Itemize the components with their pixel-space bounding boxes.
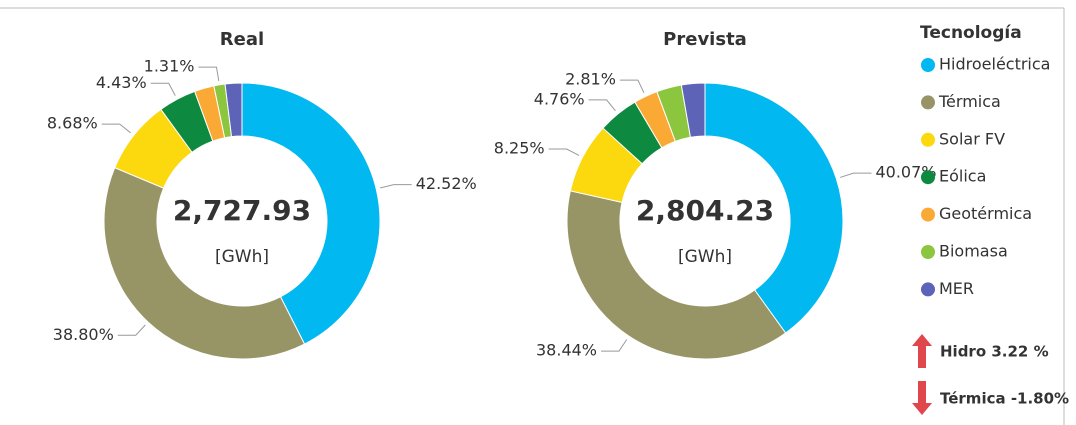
data-label: 4.76% [534,89,585,108]
legend-marker [921,170,935,185]
indicator-text: Hidro 3.22 % [940,343,1049,361]
leader-line [379,184,412,189]
donut-slice [224,82,243,138]
leader-line [198,66,220,81]
data-label: 8.68% [47,114,98,133]
legend-label: Térmica [938,92,1001,111]
leader-line [548,148,580,156]
data-label: 4.43% [96,73,147,92]
leader-line [619,79,645,94]
chart-title: Prevista [663,29,747,50]
center-unit: [GWh] [215,247,269,267]
leader-line [588,99,616,112]
donut-slice [103,166,306,360]
data-label: 1.31% [144,57,195,76]
legend-label: Hidroeléctrica [939,55,1050,74]
indicator-arrow [912,381,932,415]
data-label: 38.80% [53,325,114,344]
legend-label: Solar FV [939,129,1005,148]
legend-label: Biomasa [939,242,1008,261]
data-label: 42.52% [416,174,477,193]
donut-slice [680,82,706,138]
legend-marker [921,282,935,297]
legend-marker [921,207,935,222]
indicator-text: Térmica -1.80% [940,390,1069,408]
legend-label: Eólica [939,167,986,186]
data-label: 2.81% [565,70,616,89]
legend-label: Geotérmica [939,204,1032,223]
donut-slice [241,82,381,345]
center-total: 2,804.23 [636,194,774,227]
donut-slice [566,190,787,360]
legend-marker [921,245,935,259]
legend-title: Tecnología [920,23,1022,43]
donut-slice [704,82,844,334]
leader-line [117,324,146,336]
leader-line [101,123,131,134]
leader-line [601,339,628,352]
leader-line [839,172,872,178]
chart-title: Real [220,29,264,50]
data-label: 38.44% [536,341,597,360]
center-total: 2,727.93 [173,194,311,227]
legend-label: MER [939,279,974,298]
center-unit: [GWh] [678,247,732,267]
legend-marker [921,132,935,147]
data-label: 8.25% [494,139,545,158]
leader-line [150,82,176,96]
legend-marker [921,95,935,110]
indicator-arrow [912,334,932,368]
legend-marker [921,58,935,72]
